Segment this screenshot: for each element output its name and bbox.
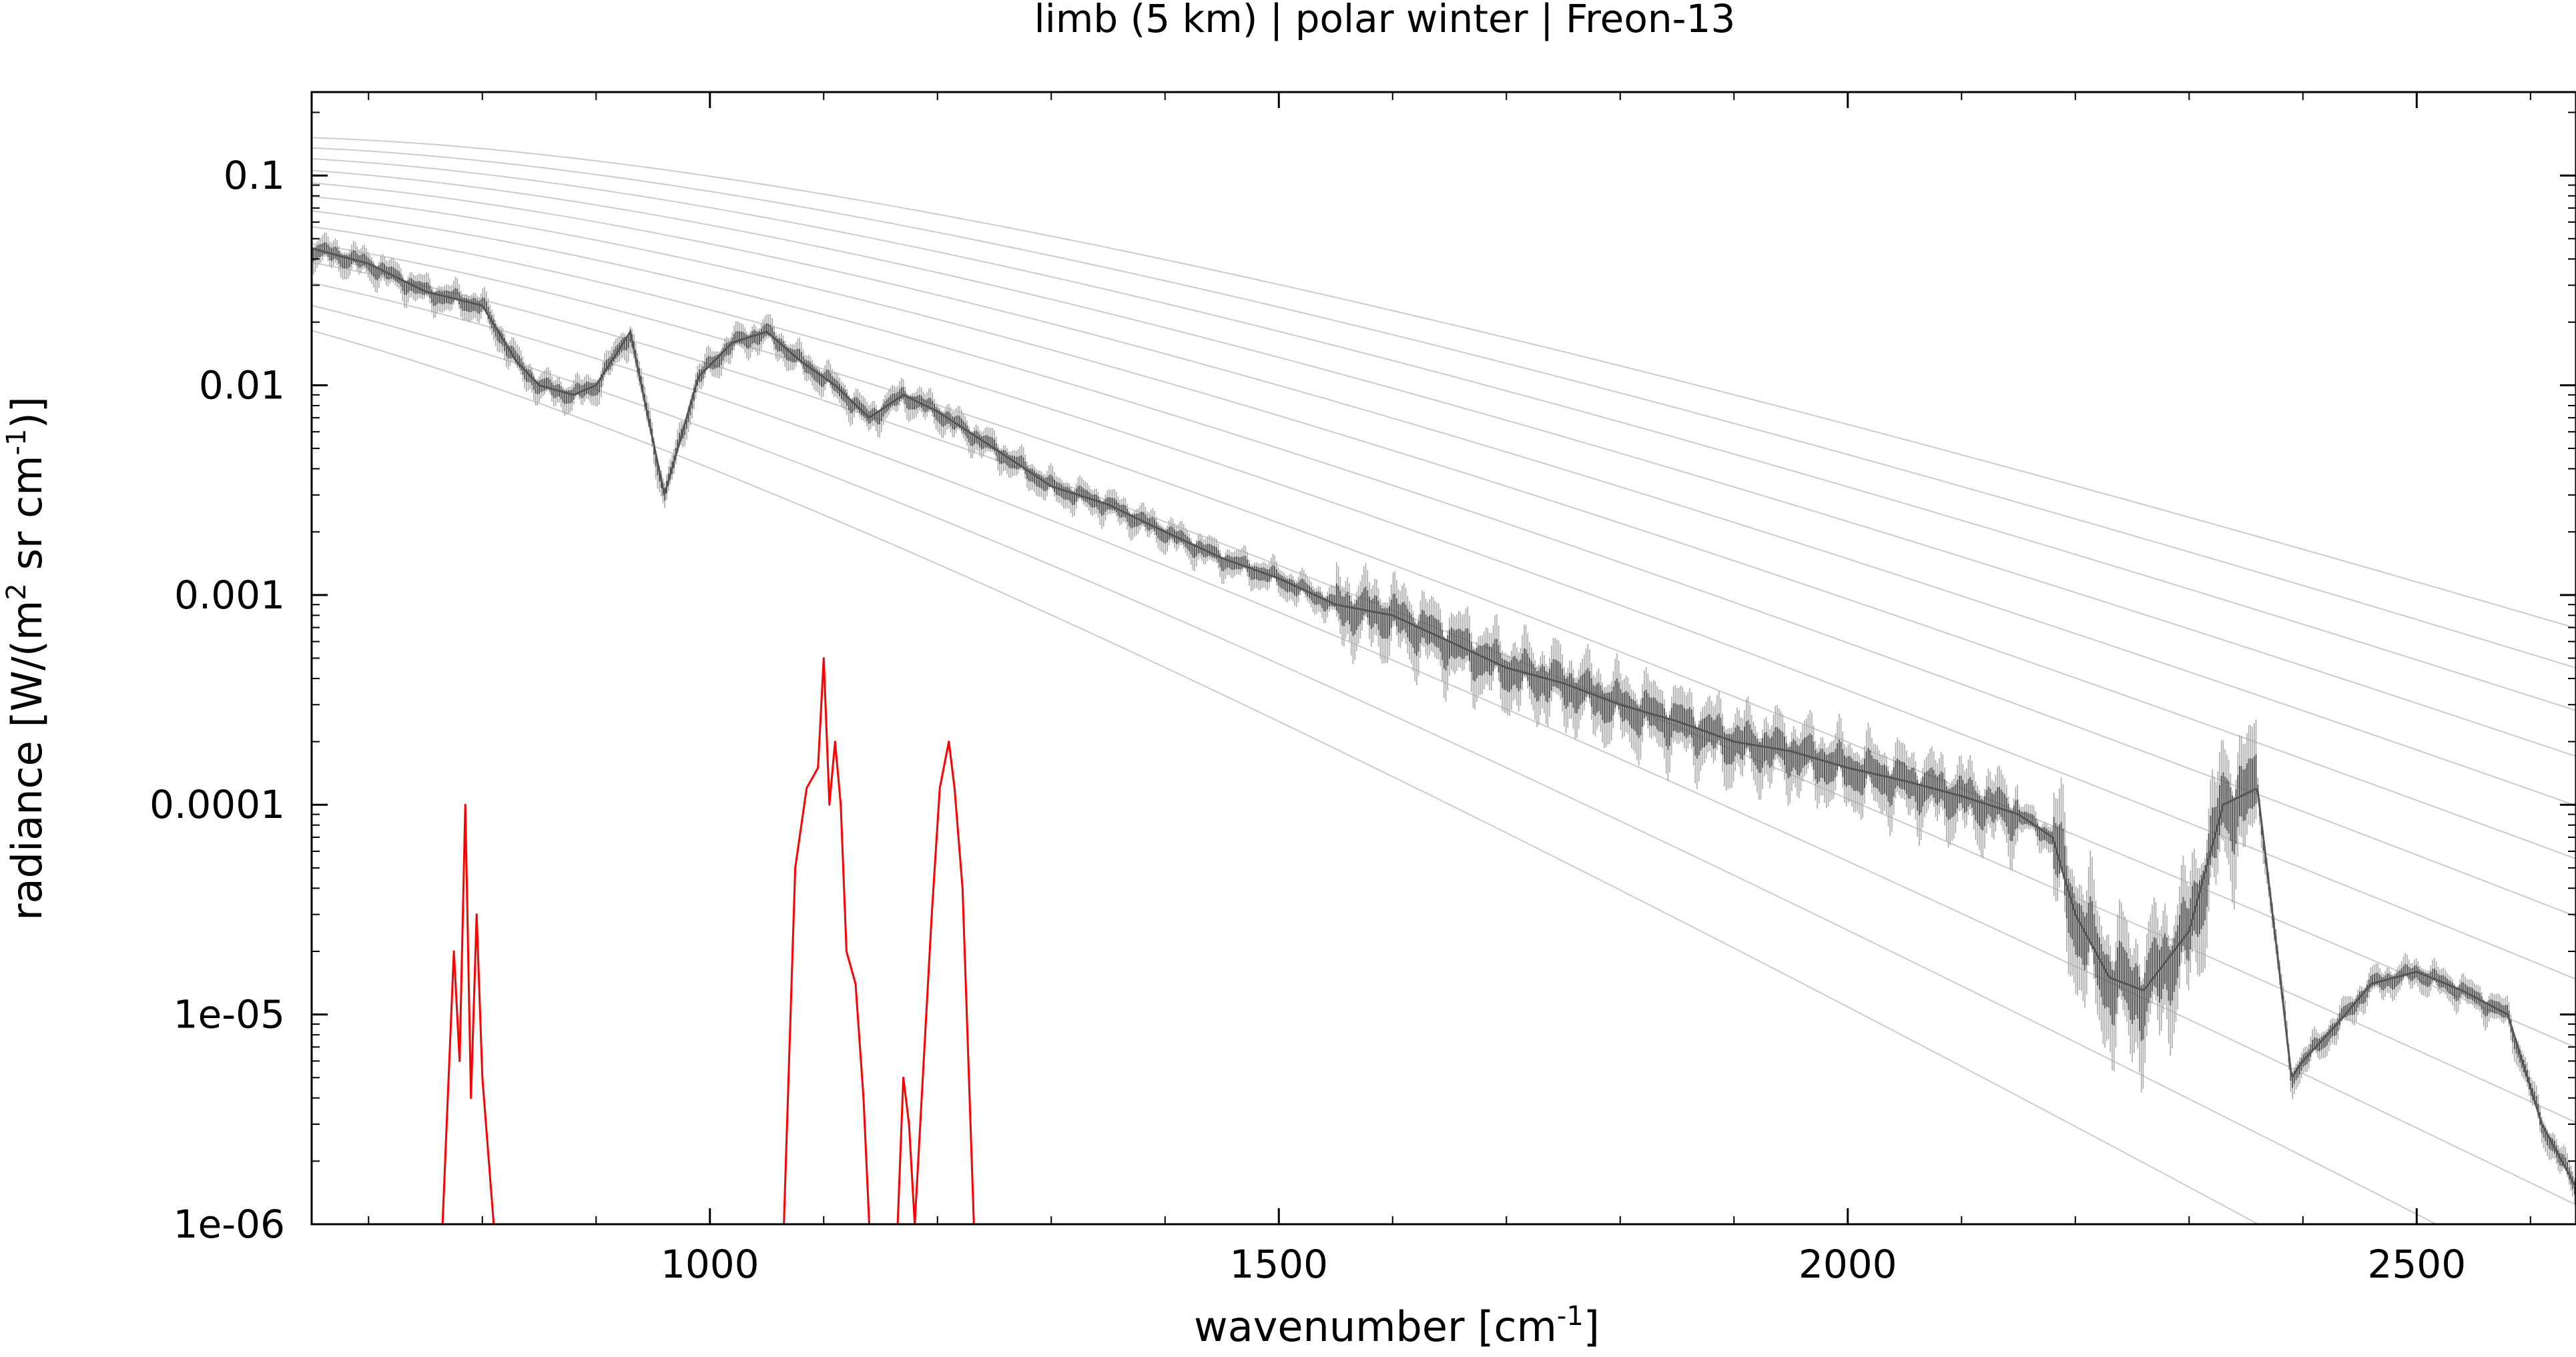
spectra-layer (312, 232, 2576, 1224)
planck-curve-190 (312, 305, 2439, 1224)
y-tick-label: 0.0001 (149, 782, 285, 827)
freon-13-spectrum (441, 657, 975, 1224)
y-axis-ticks: 1e-06 1e-05 0.0001 0.001 0.01 0.1 (149, 111, 2576, 1247)
y-axis-label-end: )] (3, 396, 51, 428)
planck-curves (312, 137, 2576, 1224)
y-tick-label: 0.001 (174, 572, 285, 618)
planck-curve-290 (312, 147, 2576, 669)
y-axis-label-superscript-2: -1 (1, 429, 32, 456)
y-axis-label-mid: sr cm (3, 455, 51, 583)
planck-curve-210 (312, 262, 2576, 1123)
total-radiance-envelope (312, 247, 2576, 1186)
y-axis-label-main: radiance [W/(m (3, 600, 51, 921)
planck-curve-180 (312, 330, 2260, 1224)
x-tick-label: 2000 (1799, 1242, 1897, 1287)
y-tick-label: 0.1 (224, 153, 285, 198)
total-radiance-spectrum (312, 242, 2575, 1195)
x-tick-label: 1000 (661, 1242, 759, 1287)
x-axis-label-main: wavenumber [cm (1194, 1302, 1557, 1351)
x-axis-label: wavenumber [cm-1] (1194, 1301, 1600, 1351)
planck-curve-240 (312, 210, 2576, 917)
planck-curve-280 (312, 158, 2576, 711)
planck-curve-270 (312, 169, 2576, 757)
y-tick-label: 0.01 (199, 362, 285, 408)
x-tick-label: 2500 (2367, 1242, 2466, 1287)
y-axis-label: radiance [W/(m2 sr cm-1)] (1, 396, 51, 921)
planck-curve-260 (312, 182, 2576, 807)
x-tick-label: 1500 (1229, 1242, 1328, 1287)
y-tick-label: 1e-06 (174, 1202, 285, 1247)
planck-curve-250 (312, 195, 2576, 860)
y-tick-label: 1e-05 (174, 992, 285, 1037)
planck-curve-230 (312, 225, 2576, 980)
x-axis-label-superscript: -1 (1557, 1301, 1584, 1332)
planck-curve-300 (312, 137, 2576, 629)
y-axis-label-superscript-1: 2 (1, 583, 32, 600)
chart-title: limb (5 km) | polar winter | Freon-13 (1034, 0, 1736, 41)
x-axis-label-end: ] (1584, 1302, 1600, 1351)
planck-curve-220 (312, 243, 2576, 1049)
x-axis-ticks: 1000 1500 2000 2500 (368, 92, 2531, 1287)
